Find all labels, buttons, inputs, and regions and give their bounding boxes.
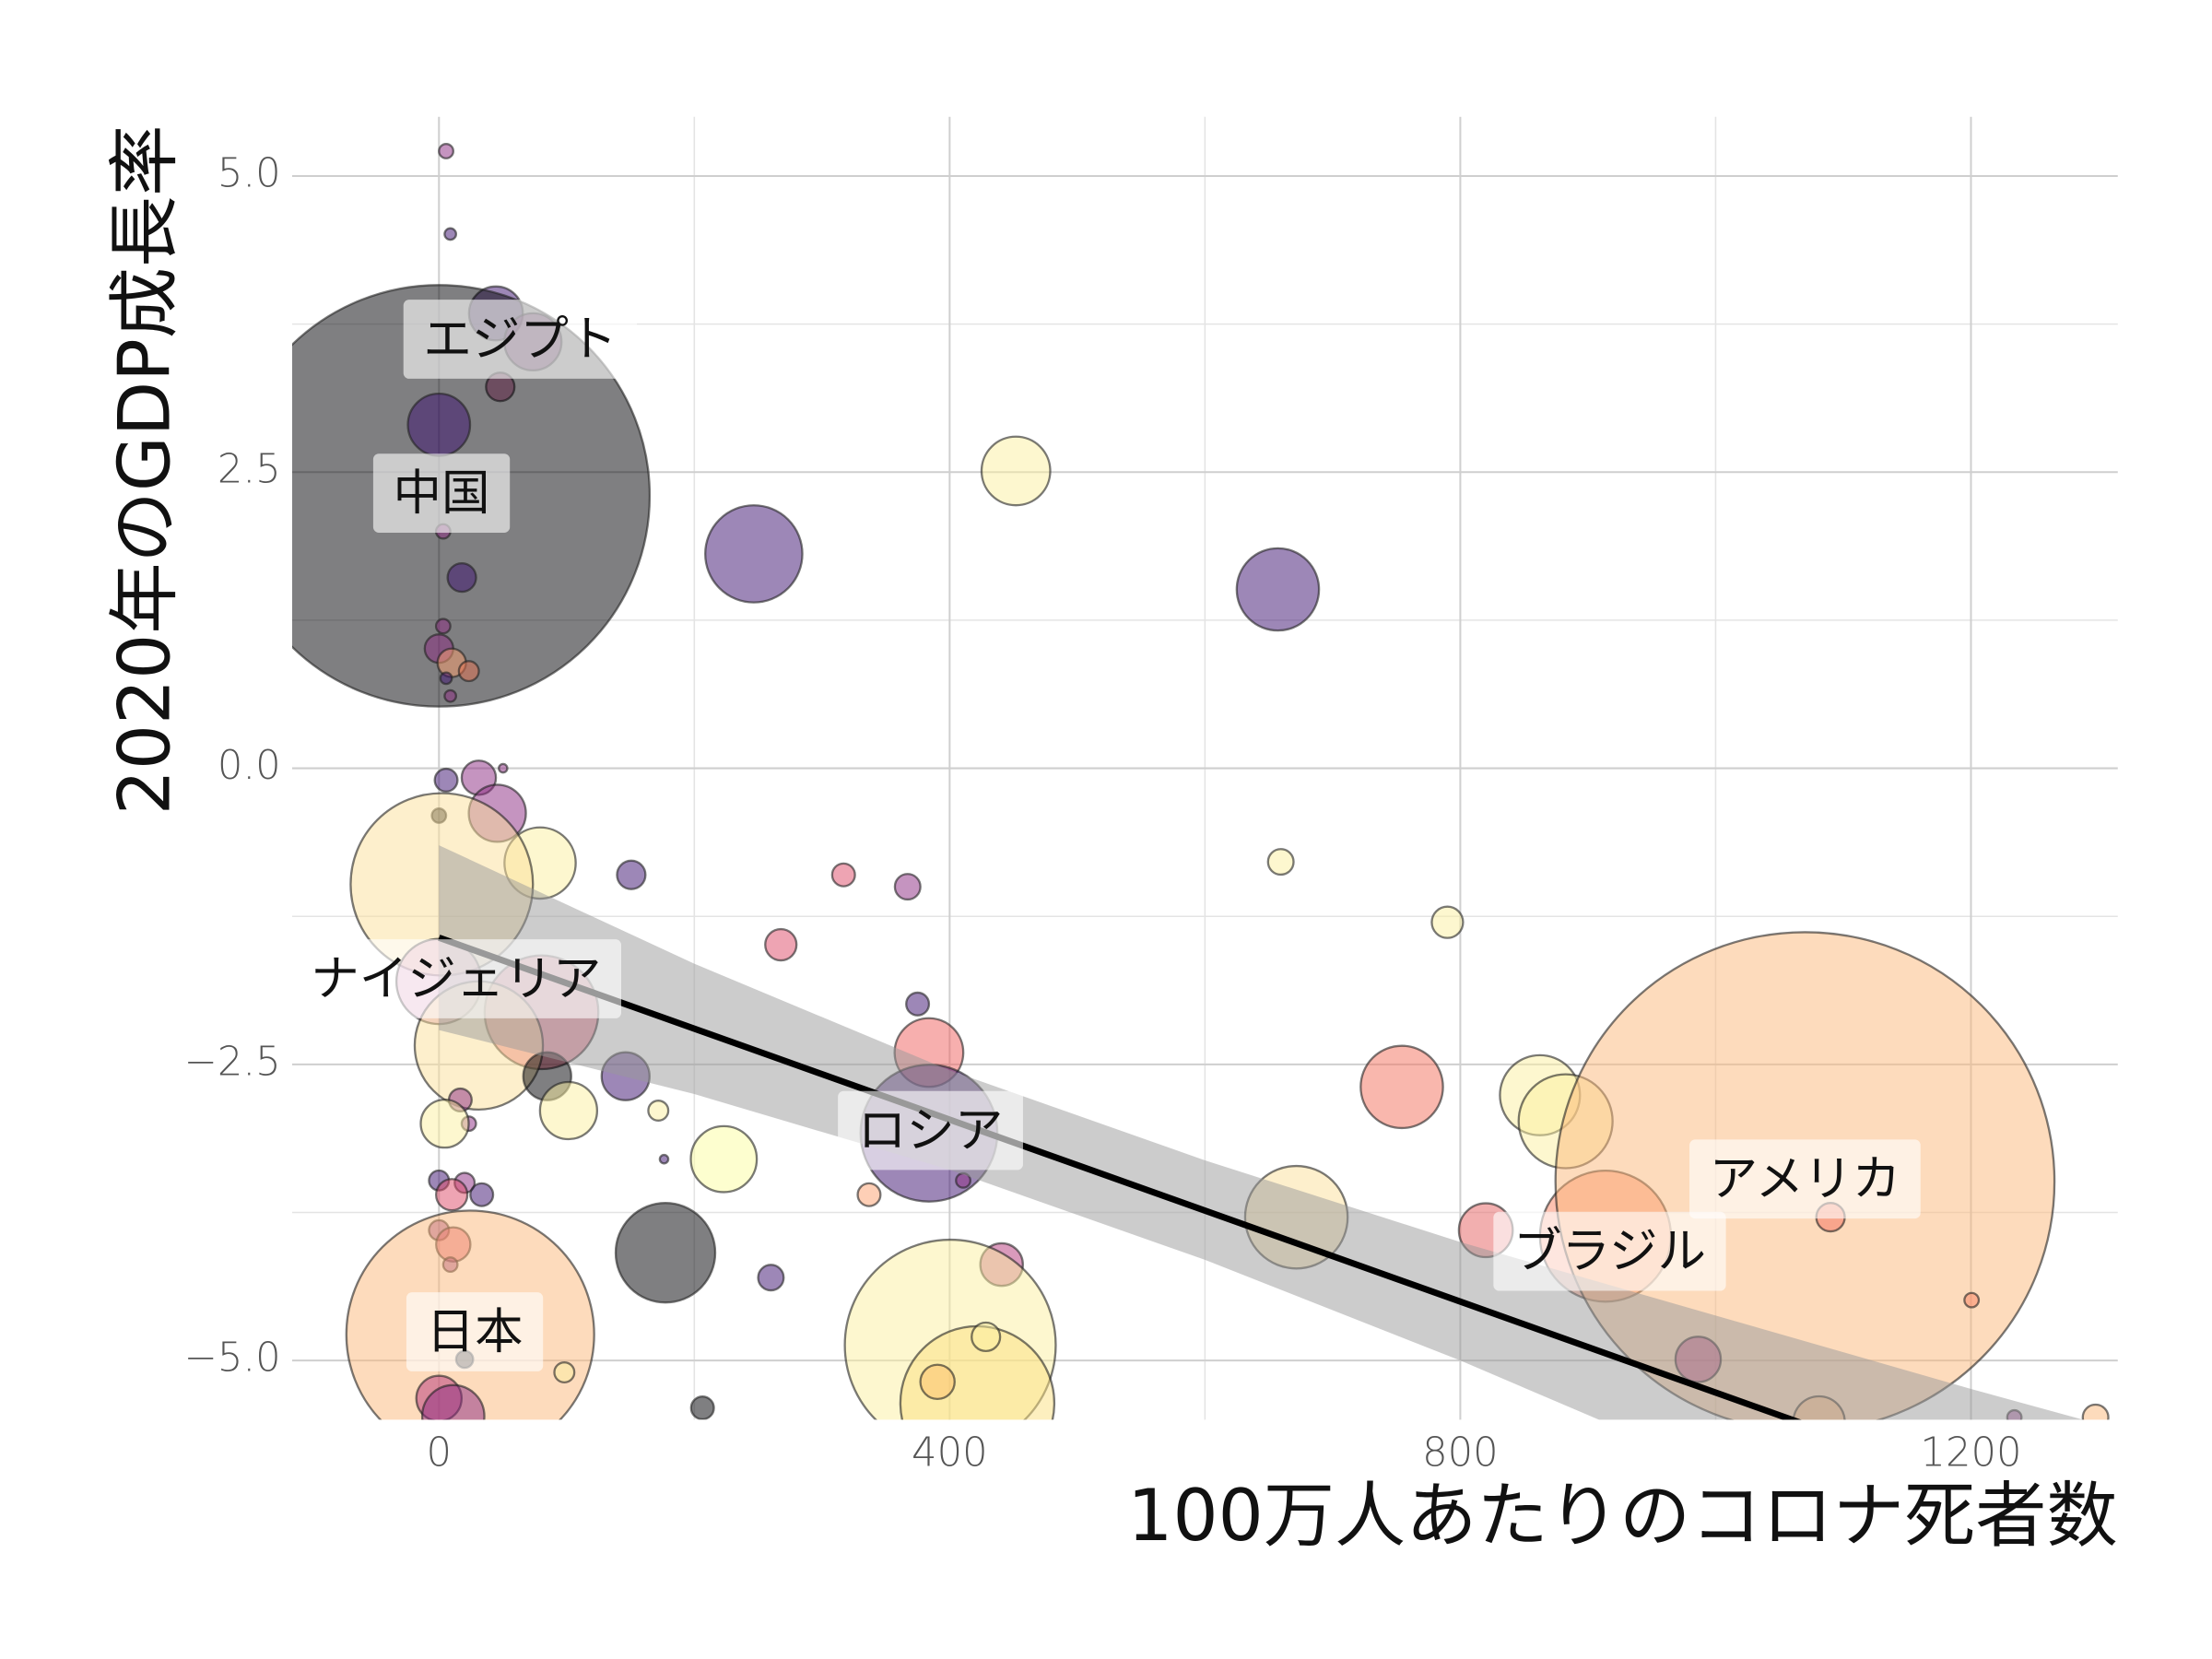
annotation: ロシア — [838, 1090, 1023, 1171]
bubble — [616, 859, 647, 890]
annotation-label: 日本 — [427, 1304, 524, 1360]
fit-line — [438, 935, 1802, 1420]
bubble — [764, 927, 798, 962]
x-tick-label: 0 — [427, 1430, 453, 1477]
bubble — [689, 1395, 715, 1420]
bubble — [856, 1182, 882, 1207]
bubble — [971, 1321, 1002, 1353]
bubble — [538, 1080, 599, 1141]
annotation-box — [403, 300, 638, 379]
y-tick-label: −5.0 — [184, 1335, 281, 1382]
annotation-box — [406, 1292, 544, 1371]
bubble — [830, 862, 856, 888]
annotation-box — [1689, 1139, 1921, 1219]
annotation-label: エジプト — [423, 312, 617, 368]
x-tick-label: 800 — [1422, 1430, 1499, 1477]
bubble — [553, 1361, 576, 1384]
annotation: 日本 — [406, 1292, 544, 1371]
bubble — [419, 1098, 470, 1149]
y-axis-title: 2020年のGDP成長率 — [103, 124, 186, 815]
bubble — [439, 671, 453, 686]
y-tick-label: 0.0 — [218, 743, 281, 789]
annotation-box — [1493, 1211, 1726, 1291]
bubble — [1963, 1291, 1981, 1309]
x-axis-title: 100万人あたりのコロナ死者数 — [1127, 1475, 2117, 1558]
annotation-label: アメリカ — [1710, 1151, 1900, 1207]
bubble — [420, 1383, 486, 1420]
annotation-label: ロシア — [858, 1102, 1004, 1159]
bubble — [1266, 848, 1295, 877]
annotation: アメリカ — [1689, 1139, 1921, 1219]
bubble — [704, 504, 804, 604]
x-tick-label: 400 — [912, 1430, 988, 1477]
bubble — [446, 562, 477, 594]
bubble — [893, 873, 922, 901]
bubble — [647, 1099, 670, 1122]
labels: 0 400 800 1200 −5.0 −2.5 0.0 2.5 5.0 — [184, 150, 2022, 1476]
bubble — [919, 1363, 956, 1401]
bubble — [1359, 1044, 1444, 1130]
bubble — [438, 143, 454, 159]
bubble — [443, 227, 458, 241]
y-tick-label: 5.0 — [218, 150, 281, 196]
x-tick-label: 1200 — [1920, 1430, 2021, 1477]
y-tick-label: −2.5 — [184, 1039, 281, 1085]
bubble — [435, 1178, 469, 1212]
y-tick-label: 2.5 — [218, 447, 281, 493]
annotation-label: ブラジル — [1513, 1223, 1706, 1279]
annotation-box — [372, 453, 511, 533]
annotation-box — [838, 1090, 1023, 1171]
bubble — [498, 762, 509, 774]
annotation-box — [291, 939, 622, 1018]
bubble — [2081, 1403, 2110, 1420]
annotation: 中国 — [372, 453, 511, 533]
bubble — [658, 1153, 670, 1165]
bubble — [433, 767, 459, 793]
bubble — [980, 435, 1052, 507]
annotation: ナイジェリア — [291, 939, 622, 1018]
bubble — [434, 618, 452, 635]
bubble — [457, 660, 480, 683]
annotation-label: ナイジェリア — [311, 951, 601, 1007]
bubble — [1235, 547, 1321, 632]
bubble — [469, 1182, 495, 1207]
bubble — [1430, 905, 1465, 939]
bubble — [406, 392, 472, 457]
annotation: ブラジル — [1493, 1211, 1726, 1291]
bubble — [757, 1264, 785, 1292]
annotation-label: 中国 — [394, 465, 490, 522]
bubble — [689, 1124, 759, 1194]
bubble — [443, 688, 458, 703]
bubble — [905, 991, 931, 1017]
bubble — [614, 1202, 717, 1304]
annotation: エジプト — [403, 300, 638, 379]
